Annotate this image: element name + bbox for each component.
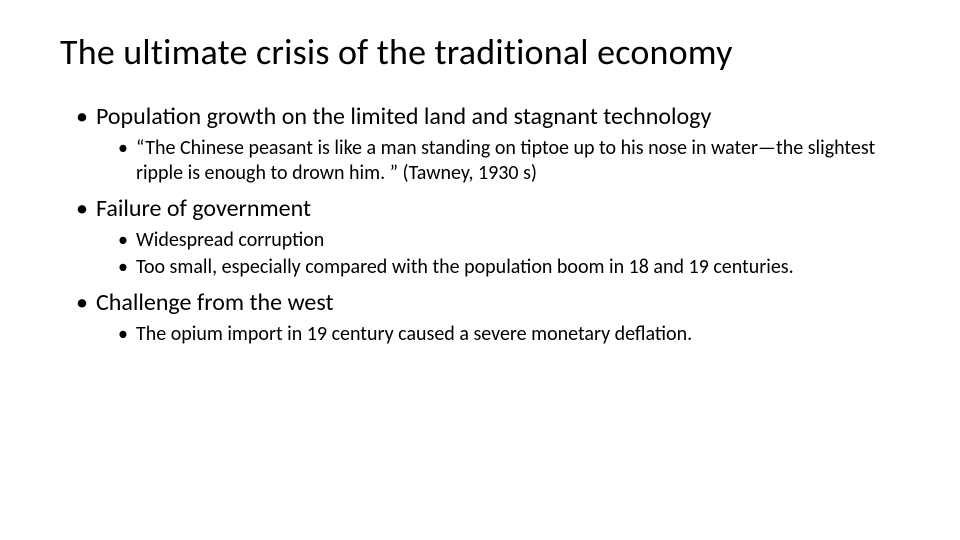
bullet-marker: • xyxy=(118,228,128,253)
bullet-text: Challenge from the west xyxy=(96,288,334,318)
slide-title: The ultimate crisis of the traditional e… xyxy=(60,30,900,74)
bullet-text: “The Chinese peasant is like a man stand… xyxy=(136,136,900,186)
bullet-marker: • xyxy=(76,288,88,318)
bullet-text: Population growth on the limited land an… xyxy=(96,102,711,132)
slide-container: The ultimate crisis of the traditional e… xyxy=(0,0,960,379)
bullet-marker: • xyxy=(76,102,88,132)
bullet-level1: • Failure of government xyxy=(76,194,900,224)
bullet-level1: • Population growth on the limited land … xyxy=(76,102,900,132)
bullet-marker: • xyxy=(118,322,128,347)
bullet-text: Widespread corruption xyxy=(136,228,324,253)
bullet-marker: • xyxy=(76,194,88,224)
bullet-level2: • “The Chinese peasant is like a man sta… xyxy=(118,136,900,186)
bullet-text: The opium import in 19 century caused a … xyxy=(136,322,692,347)
slide-content: • Population growth on the limited land … xyxy=(60,102,900,347)
bullet-text: Too small, especially compared with the … xyxy=(136,255,794,280)
bullet-level1: • Challenge from the west xyxy=(76,288,900,318)
bullet-level2: • Widespread corruption xyxy=(118,228,900,253)
bullet-marker: • xyxy=(118,255,128,280)
bullet-text: Failure of government xyxy=(96,194,311,224)
bullet-marker: • xyxy=(118,136,128,186)
bullet-level2: • The opium import in 19 century caused … xyxy=(118,322,900,347)
bullet-level2: • Too small, especially compared with th… xyxy=(118,255,900,280)
